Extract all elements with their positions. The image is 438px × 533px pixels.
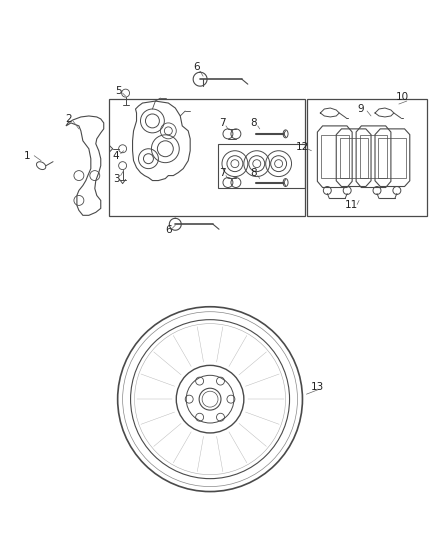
Text: 11: 11 [345, 200, 358, 211]
Text: 7: 7 [219, 118, 225, 128]
Text: 6: 6 [193, 62, 199, 72]
Text: 4: 4 [113, 151, 119, 161]
Text: 8: 8 [251, 167, 257, 177]
Bar [307, 99, 427, 216]
Text: 12: 12 [296, 142, 309, 152]
Bar [109, 99, 305, 216]
Text: 2: 2 [66, 114, 72, 124]
Text: 3: 3 [113, 174, 120, 183]
Text: 1: 1 [24, 151, 31, 161]
Text: 6: 6 [165, 225, 172, 235]
Text: 8: 8 [251, 118, 257, 128]
Text: 7: 7 [219, 167, 225, 177]
Bar [218, 144, 305, 189]
Text: 5: 5 [115, 86, 122, 96]
Text: 10: 10 [396, 92, 410, 102]
Text: 9: 9 [358, 104, 364, 114]
Text: 13: 13 [311, 382, 324, 392]
